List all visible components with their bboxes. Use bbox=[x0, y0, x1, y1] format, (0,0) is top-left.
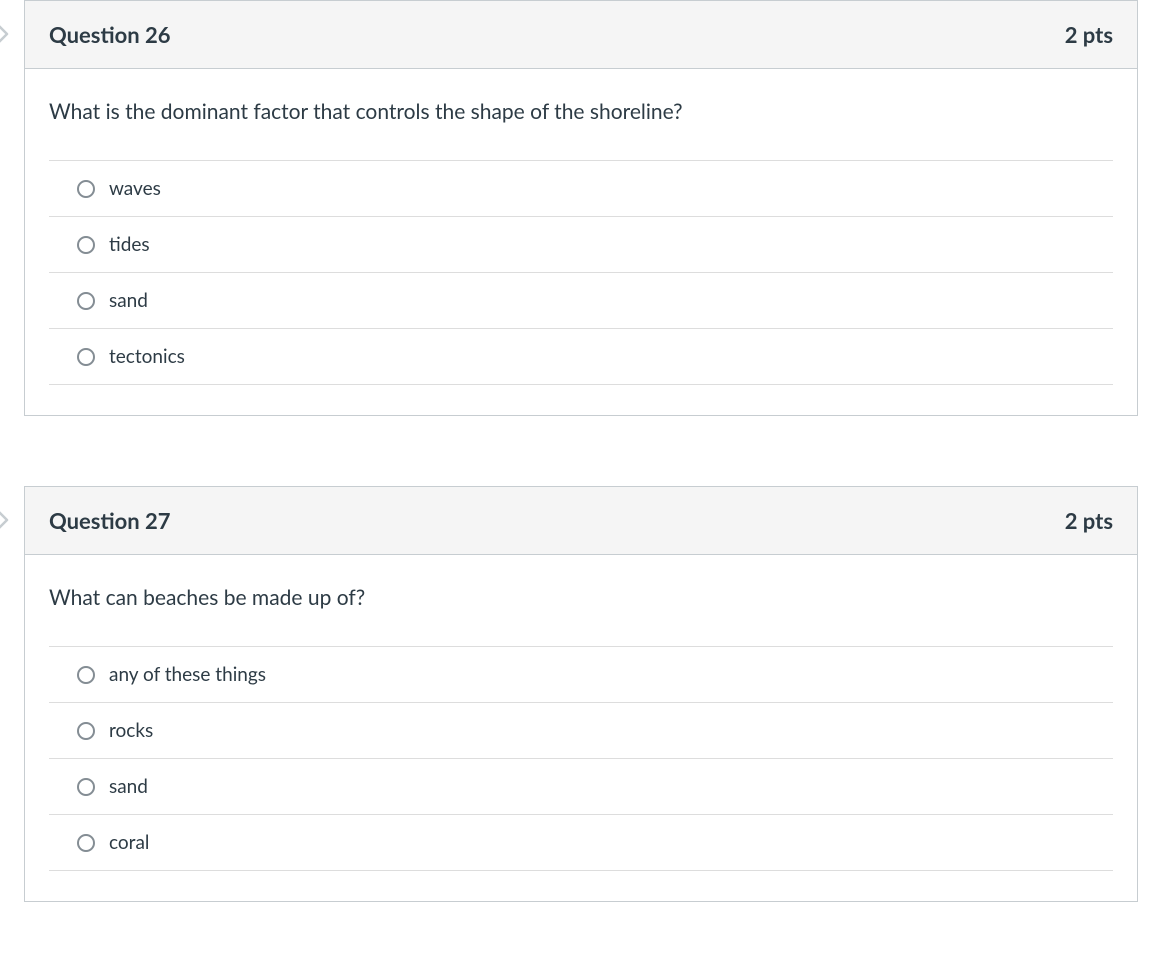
radio-icon[interactable] bbox=[77, 778, 95, 796]
answer-row[interactable]: tectonics bbox=[49, 328, 1113, 385]
question-points: 2 pts bbox=[1065, 21, 1113, 48]
answer-row[interactable]: any of these things bbox=[49, 646, 1113, 702]
answer-label[interactable]: coral bbox=[109, 831, 149, 854]
question-card: Question 26 2 pts What is the dominant f… bbox=[24, 0, 1138, 416]
answer-label[interactable]: waves bbox=[109, 177, 161, 200]
answer-label[interactable]: tectonics bbox=[109, 345, 185, 368]
radio-icon[interactable] bbox=[77, 236, 95, 254]
question-points: 2 pts bbox=[1065, 507, 1113, 534]
radio-icon[interactable] bbox=[77, 292, 95, 310]
answer-row[interactable]: tides bbox=[49, 216, 1113, 272]
radio-icon[interactable] bbox=[77, 180, 95, 198]
answer-row[interactable]: sand bbox=[49, 272, 1113, 328]
answer-label[interactable]: tides bbox=[109, 233, 150, 256]
chevron-right-icon bbox=[0, 509, 10, 531]
question-title: Question 27 bbox=[49, 507, 171, 534]
answer-row[interactable]: waves bbox=[49, 160, 1113, 216]
answer-row[interactable]: rocks bbox=[49, 702, 1113, 758]
radio-icon[interactable] bbox=[77, 722, 95, 740]
radio-icon[interactable] bbox=[77, 348, 95, 366]
answer-row[interactable]: coral bbox=[49, 814, 1113, 871]
question-body: What is the dominant factor that control… bbox=[25, 69, 1137, 415]
answers-list: any of these things rocks sand coral bbox=[49, 646, 1113, 871]
question-body: What can beaches be made up of? any of t… bbox=[25, 555, 1137, 901]
answers-list: waves tides sand tectonics bbox=[49, 160, 1113, 385]
question-card: Question 27 2 pts What can beaches be ma… bbox=[24, 486, 1138, 902]
answer-label[interactable]: sand bbox=[109, 775, 148, 798]
question-prompt: What is the dominant factor that control… bbox=[49, 99, 1113, 124]
radio-icon[interactable] bbox=[77, 834, 95, 852]
question-header: Question 26 2 pts bbox=[25, 1, 1137, 69]
answer-label[interactable]: sand bbox=[109, 289, 148, 312]
question-header: Question 27 2 pts bbox=[25, 487, 1137, 555]
question-title: Question 26 bbox=[49, 21, 171, 48]
answer-row[interactable]: sand bbox=[49, 758, 1113, 814]
answer-label[interactable]: rocks bbox=[109, 719, 153, 742]
radio-icon[interactable] bbox=[77, 666, 95, 684]
chevron-right-icon bbox=[0, 23, 10, 45]
answer-label[interactable]: any of these things bbox=[109, 663, 266, 686]
question-prompt: What can beaches be made up of? bbox=[49, 585, 1113, 610]
